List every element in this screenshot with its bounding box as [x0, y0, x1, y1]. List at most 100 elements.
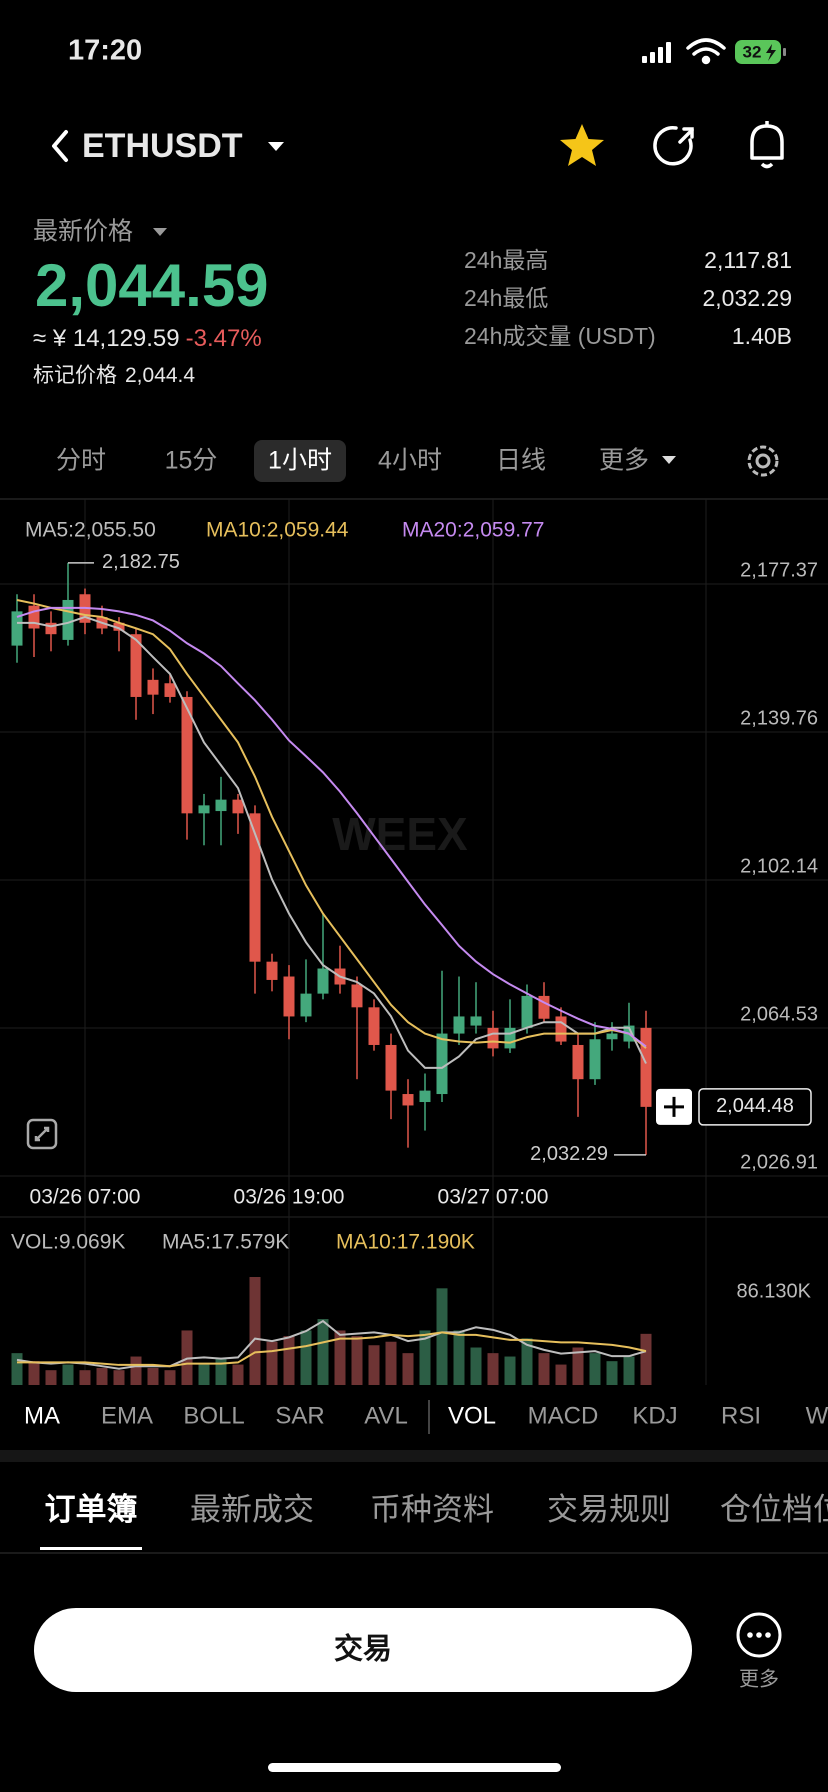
home-indicator — [268, 1763, 561, 1772]
y-tick-label: 2,102.14 — [740, 855, 818, 877]
price-line: ≈ ¥ 14,129.59 -3.47% — [33, 325, 262, 352]
volume-bar — [419, 1330, 431, 1385]
candle-body — [453, 1016, 465, 1034]
info-tab[interactable]: 订单簿 — [45, 1492, 138, 1527]
symbol[interactable]: ETHUSDT — [82, 127, 243, 165]
candle-body — [351, 984, 363, 1008]
candle-body — [198, 805, 210, 814]
candle-body — [181, 696, 193, 814]
volume-ma-line — [16, 1319, 647, 1370]
info-tab[interactable]: 交易规则 — [547, 1492, 671, 1527]
volume-bar — [504, 1356, 516, 1385]
candle-body — [555, 1016, 567, 1042]
indicator-tab[interactable]: BOLL — [183, 1402, 244, 1429]
volume-ma-legend: MA10:17.190K — [336, 1231, 475, 1254]
candle-body — [402, 1094, 414, 1106]
volume-bar — [538, 1353, 550, 1385]
low-label: 2,032.29 — [530, 1143, 608, 1165]
volume-bar — [113, 1370, 125, 1385]
tab-underline — [40, 1547, 142, 1550]
x-tick-label: 03/26 07:00 — [30, 1186, 141, 1209]
timeframe-tab[interactable]: 4小时 — [378, 447, 442, 475]
symbol-dropdown[interactable] — [268, 142, 284, 151]
volume-legend: VOL:9.069K — [11, 1231, 125, 1254]
volume-bar — [470, 1347, 482, 1385]
x-tick-label: 03/26 19:00 — [234, 1186, 345, 1209]
indicator-tab[interactable]: W — [806, 1402, 828, 1429]
timeframe-tab[interactable]: 15分 — [165, 447, 218, 475]
add-order-plus[interactable] — [664, 1096, 684, 1117]
candle-body — [147, 679, 159, 695]
timeframe-tab[interactable]: 1小时 — [268, 447, 332, 475]
share-icon[interactable] — [653, 125, 694, 166]
candle-body — [521, 995, 533, 1028]
plot: 2,177.37 2,139.76 2,102.14 2,064.53 2,026.91… — [0, 499, 828, 1385]
indicator-tab[interactable]: KDJ — [632, 1402, 677, 1429]
volume-bar — [62, 1364, 74, 1385]
last-price-tag — [698, 1088, 812, 1126]
candle-body — [249, 813, 261, 962]
indicator-tab[interactable]: MA — [24, 1402, 60, 1429]
volume-bar — [96, 1367, 108, 1385]
volume-bar — [164, 1370, 176, 1385]
volume-bar — [351, 1336, 363, 1385]
volume-bar — [589, 1353, 601, 1385]
timeframe-tab[interactable]: 分时 — [56, 447, 106, 475]
more-label[interactable]: 更多 — [739, 1667, 779, 1690]
trade-button[interactable] — [34, 1608, 692, 1692]
volume-bar — [147, 1367, 159, 1385]
bell-icon[interactable] — [750, 121, 784, 169]
indicator-tab[interactable]: RSI — [721, 1402, 761, 1429]
indicator-tabs: MA EMA BOLL SAR AVL VOL MACD KDJ RSI W — [24, 1402, 828, 1429]
candle-body — [487, 1027, 499, 1049]
favorite-star[interactable] — [560, 124, 604, 166]
stat-value: 1.40B — [732, 323, 792, 349]
info-tab[interactable]: 最新成交 — [190, 1492, 314, 1527]
ma-line — [16, 599, 647, 1049]
back-button[interactable] — [52, 130, 68, 162]
y-tick-label: 2,177.37 — [740, 559, 818, 581]
expand-icon[interactable] — [26, 1118, 58, 1150]
last-price-label: 2,044.48 — [716, 1095, 794, 1117]
charging-icon — [766, 44, 776, 61]
info-tab[interactable]: 币种资料 — [370, 1492, 494, 1527]
price-label-dropdown[interactable] — [153, 228, 167, 236]
stats: 24h最高 2,117.81 24h最低 2,032.29 24h成交量 (USDT) 1… — [464, 247, 792, 349]
indicator-tab[interactable]: AVL — [364, 1402, 408, 1429]
indicator-tab[interactable]: EMA — [101, 1402, 153, 1429]
candle-body — [419, 1090, 431, 1103]
trade-button-label[interactable]: 交易 — [334, 1632, 392, 1666]
candle-body — [164, 683, 176, 697]
volume-bar — [232, 1364, 244, 1385]
candle-body — [283, 976, 295, 1017]
x-tick-label: 03/27 07:00 — [438, 1186, 549, 1209]
stat-label: 24h最低 — [464, 285, 548, 311]
info-tab[interactable]: 仓位档位 — [720, 1492, 828, 1527]
timeframe-tab[interactable]: 日线 — [496, 447, 546, 475]
ma-line — [16, 606, 647, 1048]
stat-label: 24h最高 — [464, 247, 548, 273]
indicator-tab[interactable]: VOL — [448, 1402, 496, 1429]
candle-body — [215, 799, 227, 812]
volume-bar — [28, 1361, 40, 1385]
more-icon[interactable] — [736, 1612, 782, 1658]
timeframe-tab[interactable]: 更多 — [599, 447, 649, 475]
indicator-tab[interactable]: MACD — [528, 1402, 599, 1429]
candle-body — [572, 1044, 584, 1080]
wifi-icon — [686, 38, 726, 65]
volume-bar — [487, 1353, 499, 1385]
cny-price: ≈ ¥ 14,129.59 — [33, 325, 180, 352]
settings-icon[interactable] — [747, 445, 779, 477]
candle-body — [606, 1033, 618, 1040]
indicator-tab[interactable]: SAR — [275, 1402, 324, 1429]
timeframe-selected-bg — [254, 440, 346, 482]
volume-ma-legend: MA5:17.579K — [162, 1231, 289, 1254]
ma-legend: MA5:2,055.50 — [25, 519, 156, 542]
volume-bar — [45, 1370, 57, 1385]
timeframe-dropdown[interactable] — [662, 456, 676, 464]
candle-body — [62, 599, 74, 640]
y-tick-label: 2,064.53 — [740, 1003, 818, 1025]
stat-label: 24h成交量 (USDT) — [464, 323, 656, 349]
